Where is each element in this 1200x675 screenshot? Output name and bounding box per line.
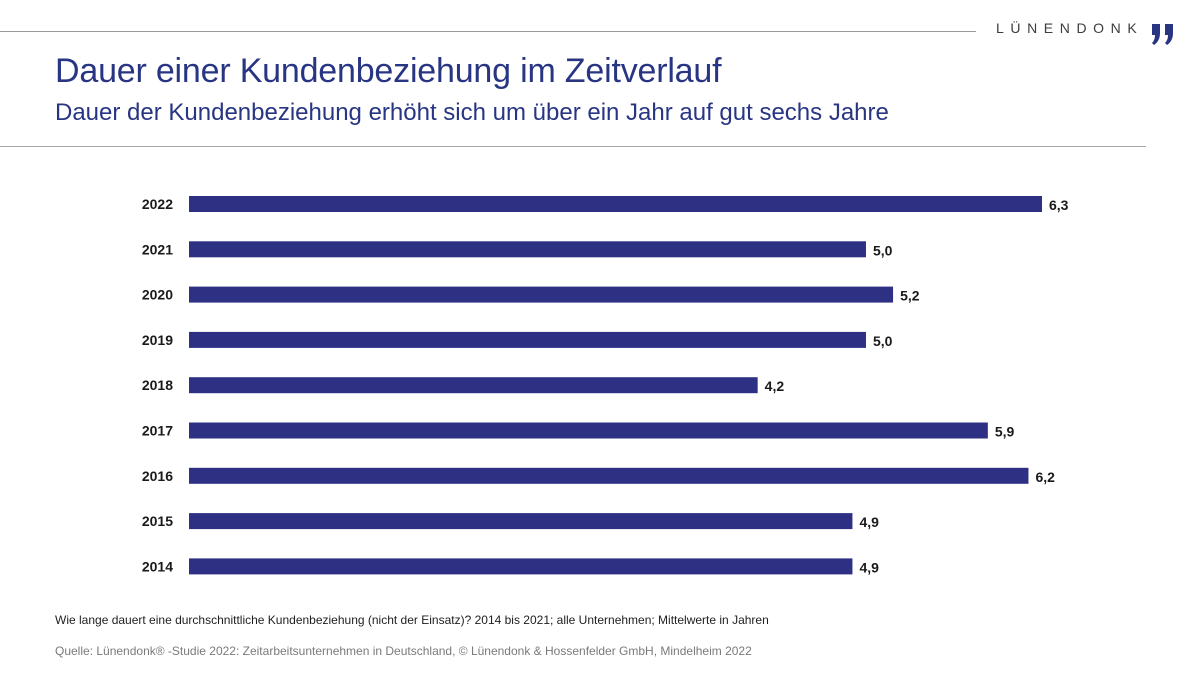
category-label: 2015: [142, 513, 173, 529]
bar-2021: [189, 241, 866, 258]
category-label: 2022: [142, 196, 173, 212]
category-label: 2017: [142, 423, 173, 439]
bar-2019: [189, 331, 866, 348]
category-label: 2018: [142, 377, 173, 393]
page-subtitle: Dauer der Kundenbeziehung erhöht sich um…: [55, 99, 889, 126]
value-label: 6,2: [1035, 469, 1055, 485]
category-label: 2020: [142, 287, 173, 303]
value-label: 4,9: [859, 559, 879, 575]
category-label: 2021: [142, 241, 173, 257]
value-label: 5,9: [995, 424, 1015, 440]
brand-name: LÜNENDONK: [996, 20, 1144, 36]
category-label: 2014: [142, 558, 173, 574]
value-label: 4,2: [765, 378, 785, 394]
value-label: 5,0: [873, 333, 893, 349]
bar-2014: [189, 558, 853, 575]
value-label: 6,3: [1049, 197, 1069, 213]
chart-source: Quelle: Lünendonk® -Studie 2022: Zeitarb…: [55, 644, 752, 658]
value-label: 5,0: [873, 242, 893, 258]
page-title: Dauer einer Kundenbeziehung im Zeitverla…: [55, 52, 722, 90]
category-label: 2016: [142, 468, 173, 484]
bar-chart: 2022 6,3 2021 5,0 2020 5,2 2019 5,0 2018 4,2 2017 5…: [142, 196, 1069, 575]
value-label: 5,2: [900, 288, 920, 304]
bar-2015: [189, 513, 853, 530]
quote-mark-icon: [1152, 24, 1173, 45]
brand-logo: LÜNENDONK: [992, 18, 1184, 48]
bar-2017: [189, 422, 988, 439]
title-divider: [0, 146, 1146, 147]
value-label: 4,9: [859, 514, 879, 530]
chart-note: Wie lange dauert eine durchschnittliche …: [55, 613, 769, 627]
bar-2022: [189, 196, 1042, 212]
bar-2020: [189, 286, 894, 303]
category-label: 2019: [142, 332, 173, 348]
bar-2016: [189, 467, 1029, 484]
bar-2018: [189, 377, 758, 394]
header-rule: [0, 31, 976, 32]
